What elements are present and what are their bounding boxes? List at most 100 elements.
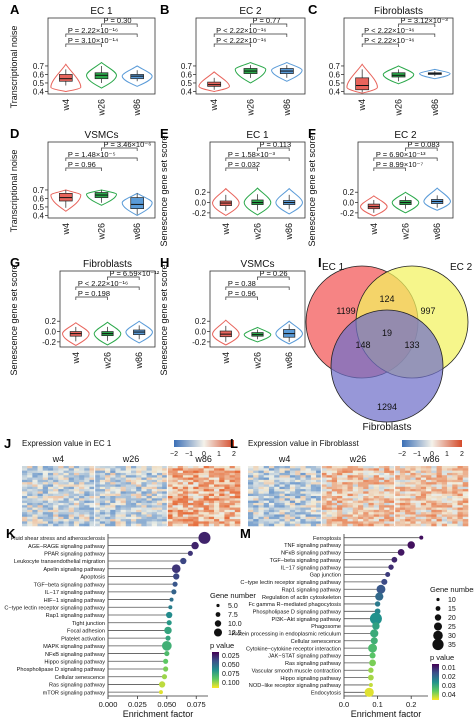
lollipop-dot xyxy=(368,643,377,653)
y-tick-label: 0.6 xyxy=(33,70,45,79)
p-value-label: P = 6.90×10⁻¹³ xyxy=(376,150,426,159)
heatmap-cell xyxy=(289,519,296,522)
y-tick-label: 0.4 xyxy=(33,87,45,96)
heatmap-cell xyxy=(63,514,70,518)
heatmap-cell xyxy=(305,514,312,518)
y-tick-label: 0.4 xyxy=(181,87,193,96)
heatmap-cell xyxy=(229,486,236,490)
heatmap-cell xyxy=(342,502,348,506)
heatmap-cell xyxy=(131,523,137,527)
heatmap-cell xyxy=(58,466,64,469)
heatmap-cell xyxy=(447,500,453,504)
heatmap-cell xyxy=(110,491,116,494)
heatmap-cell xyxy=(58,472,64,476)
heatmap-cell xyxy=(394,509,401,513)
heatmap-cell xyxy=(115,500,121,504)
heatmap-cell xyxy=(151,479,158,483)
heatmap-cell xyxy=(331,477,338,481)
heatmap-cell xyxy=(79,512,85,515)
heatmap-cell xyxy=(219,512,225,515)
heatmap-cell xyxy=(384,507,390,511)
heatmap-cell xyxy=(452,498,458,501)
heatmap-cell xyxy=(384,502,390,506)
heatmap-cell xyxy=(389,500,395,504)
lollipop-dot xyxy=(163,666,169,672)
heatmap-cell xyxy=(79,477,85,481)
heatmap-cell xyxy=(68,479,75,483)
heatmap-cell xyxy=(53,477,59,481)
heatmap-cell xyxy=(289,489,296,492)
heatmap-cell xyxy=(373,486,380,490)
heatmap-cell xyxy=(125,523,132,527)
y-tick-label: 0.4 xyxy=(329,87,341,96)
heatmap-cell xyxy=(229,502,236,506)
heatmap-cell xyxy=(79,491,85,494)
heatmap-cell xyxy=(188,491,194,494)
heatmap-cell xyxy=(136,523,142,527)
heatmap-cell xyxy=(162,509,168,513)
heatmap-cell xyxy=(410,491,416,494)
heatmap-cell xyxy=(47,479,54,483)
heatmap-cell xyxy=(208,486,215,490)
heatmap-cell xyxy=(63,502,70,506)
heatmap-cell xyxy=(399,489,406,492)
heatmap-cell xyxy=(47,509,54,513)
heatmap-cell xyxy=(248,489,254,492)
heatmap-cell xyxy=(89,491,95,494)
legend-size-dot xyxy=(214,620,222,627)
heatmap-cell xyxy=(305,479,312,483)
heatmap-cell xyxy=(224,498,230,501)
heatmap-cell xyxy=(94,472,101,476)
heatmap-cell xyxy=(352,491,359,494)
heatmap-cell xyxy=(337,519,343,522)
heatmap-cell xyxy=(363,500,369,504)
heatmap-cell xyxy=(208,489,215,492)
violin-w26 xyxy=(93,321,122,346)
heatmap-cell xyxy=(415,475,422,478)
heatmap-cell xyxy=(172,516,179,520)
heatmap-cell xyxy=(399,477,406,481)
heatmap-cell xyxy=(274,466,280,469)
heatmap-cell xyxy=(162,519,168,522)
heatmap-cell xyxy=(394,477,401,481)
p-bracket xyxy=(213,43,251,47)
heatmap-cell xyxy=(224,496,230,499)
heatmap-cell xyxy=(358,500,364,504)
heatmap-cell xyxy=(352,512,359,515)
heatmap-cell xyxy=(321,477,327,481)
heatmap-cell xyxy=(316,498,322,501)
heatmap-cell xyxy=(305,493,312,497)
heatmap-cell xyxy=(156,505,163,508)
heatmap-cell xyxy=(63,509,70,513)
heatmap-cell xyxy=(426,472,432,476)
heatmap-cell xyxy=(253,519,259,522)
heatmap-cell xyxy=(258,489,265,492)
heatmap-cell xyxy=(326,466,333,469)
heatmap-cell xyxy=(208,509,215,513)
heatmap-cell xyxy=(389,498,395,501)
heatmap-cell xyxy=(248,493,254,497)
heatmap-cell xyxy=(177,516,184,520)
heatmap-cell xyxy=(399,516,406,520)
heatmap-cell xyxy=(224,479,230,483)
heatmap-cell xyxy=(457,498,464,501)
heatmap-cell xyxy=(94,475,101,478)
heatmap-cell xyxy=(415,484,422,488)
y-tick-label: 0.7 xyxy=(33,186,45,195)
heatmap-cell xyxy=(27,491,33,494)
heatmap-cell xyxy=(462,470,469,474)
heatmap-cell xyxy=(188,507,194,511)
heatmap-cell xyxy=(316,468,322,471)
heatmap-cell xyxy=(167,475,173,478)
heatmap-cell xyxy=(384,514,390,518)
lollipop-dot xyxy=(164,626,172,635)
heatmap-cell xyxy=(352,470,359,474)
heatmap-cell xyxy=(279,489,285,492)
heatmap-cell xyxy=(326,486,333,490)
heatmap-cell xyxy=(219,475,225,478)
heatmap-cell xyxy=(342,523,348,527)
heatmap-cell xyxy=(420,470,427,474)
heatmap-cell xyxy=(27,493,33,497)
heatmap-cell xyxy=(347,521,354,524)
